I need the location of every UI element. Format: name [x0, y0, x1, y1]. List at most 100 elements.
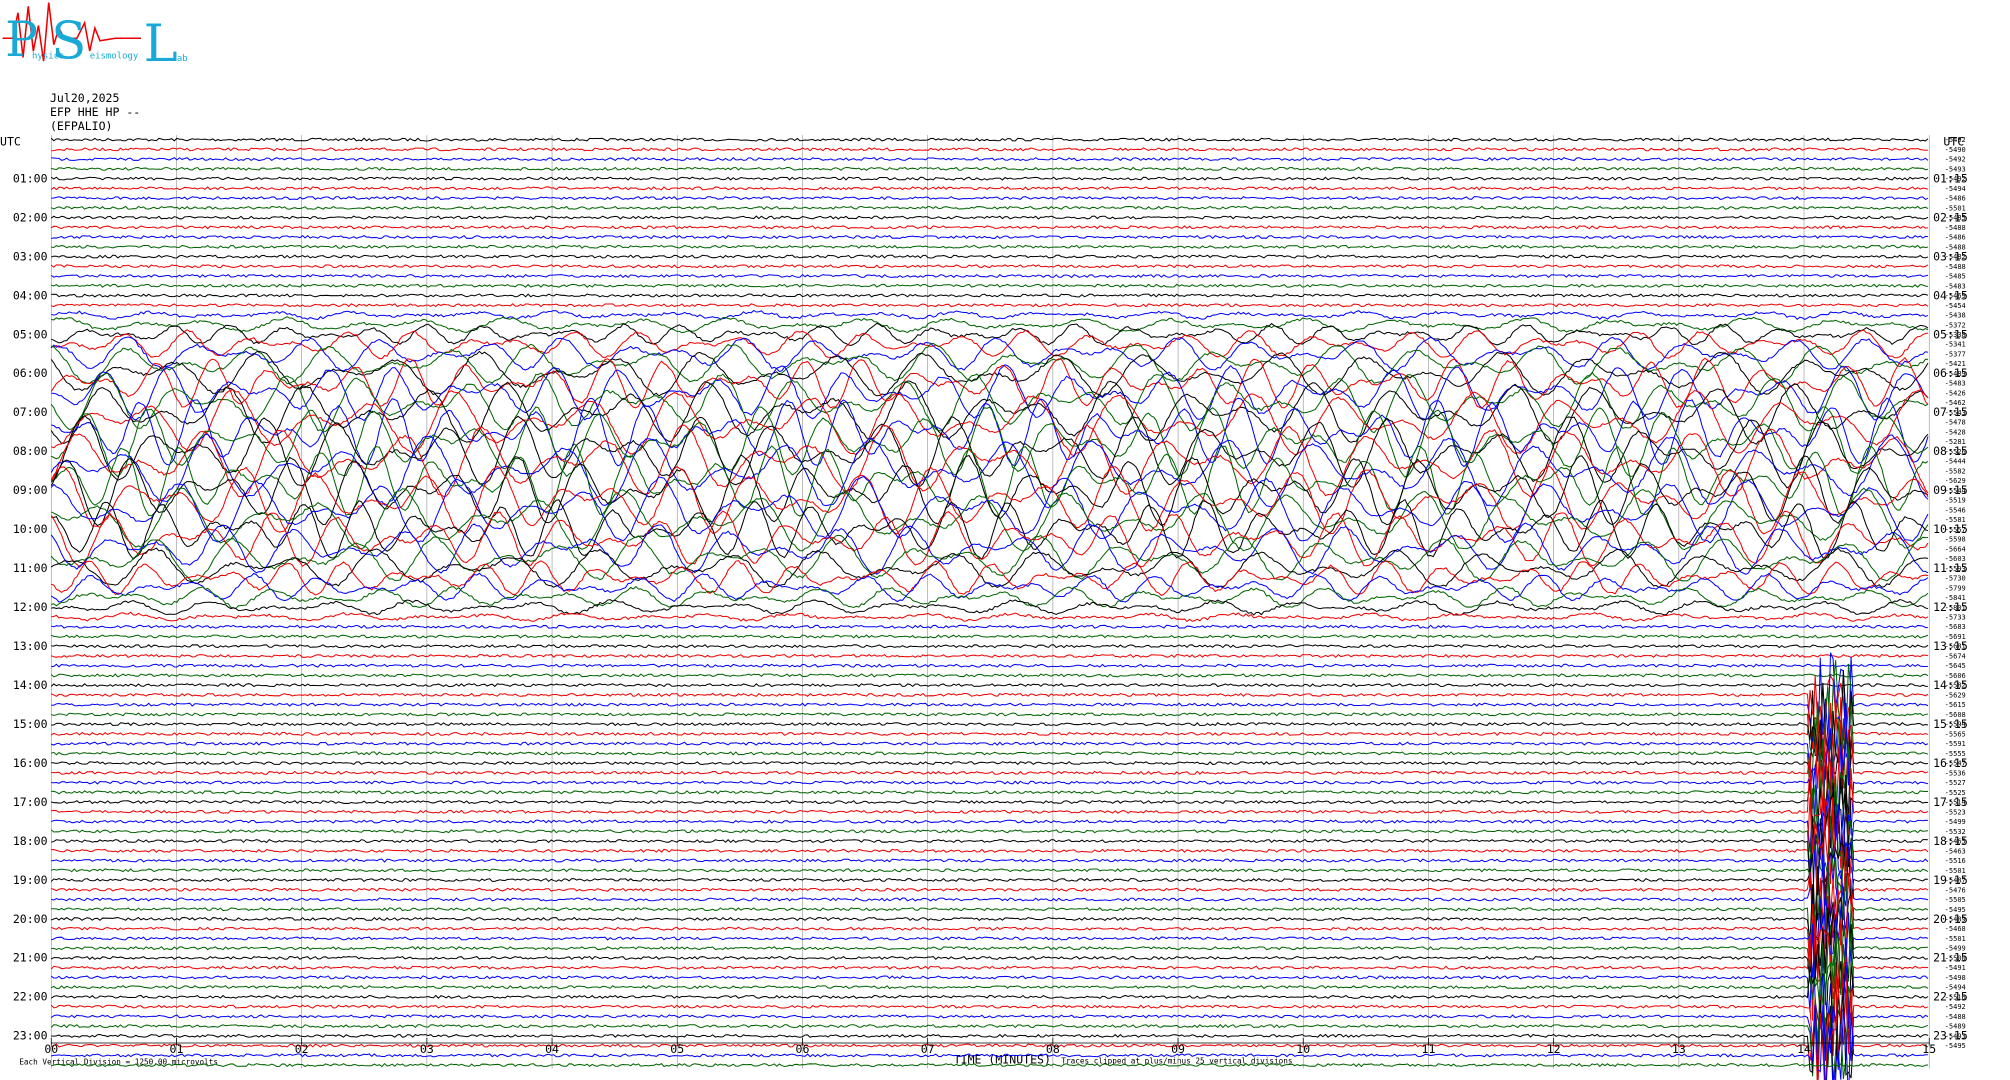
offset-label: -5489	[1945, 915, 1966, 924]
offset-label: -5501	[1945, 934, 1966, 943]
offset-label: -5543	[1945, 408, 1966, 417]
offset-label: -5501	[1945, 203, 1966, 212]
hour-label: 06:00	[13, 366, 48, 380]
offset-label: -5608	[1945, 710, 1966, 719]
trace	[51, 205, 1929, 210]
trace	[50, 380, 1929, 445]
hour-label: 19:15	[1933, 873, 1968, 887]
offset-label: -5493	[1945, 164, 1966, 173]
trace	[51, 764, 1928, 880]
trace	[51, 585, 1929, 609]
x-tick-label: 09	[1171, 1042, 1185, 1056]
trace	[51, 660, 1929, 764]
offset-label: -5492	[1945, 155, 1966, 164]
trace	[51, 166, 1929, 171]
trace	[51, 234, 1929, 240]
trace	[50, 186, 1929, 191]
offset-label: -5468	[1945, 924, 1966, 933]
offset-label: -5536	[1945, 768, 1966, 777]
x-tick-label: 11	[1422, 1042, 1436, 1056]
trace	[51, 865, 1929, 967]
offset-label: -5499	[1945, 817, 1966, 826]
hour-label: 22:15	[1933, 990, 1968, 1004]
trace	[51, 791, 1928, 896]
trace	[51, 1062, 1929, 1068]
trace	[51, 674, 1929, 750]
logo-wave	[2, 2, 142, 62]
offset-label: -5546	[1945, 505, 1966, 514]
offset-label: -5516	[1945, 856, 1966, 865]
trace	[51, 710, 1929, 815]
hour-label: 22:00	[13, 990, 48, 1004]
trace	[51, 670, 1929, 780]
offset-label: -5606	[1945, 671, 1966, 680]
offset-label: -5341	[1945, 340, 1966, 349]
trace	[51, 653, 1929, 659]
trace	[50, 273, 1929, 279]
offset-label: -5691	[1945, 632, 1966, 641]
hour-label: 17:15	[1933, 795, 1968, 809]
hour-label: 05:15	[1933, 327, 1968, 341]
offset-label: -5681	[1945, 642, 1966, 651]
trace	[50, 423, 1929, 498]
offset-label: -5582	[1945, 466, 1966, 475]
hour-label: 11:00	[13, 561, 48, 575]
hour-label: 14:15	[1933, 678, 1968, 692]
offset-label: -5338	[1945, 330, 1966, 339]
x-tick-label: 05	[670, 1042, 684, 1056]
hour-label: 02:15	[1933, 210, 1968, 224]
trace	[50, 371, 1929, 434]
offset-label: -5454	[1945, 301, 1966, 310]
hour-label: 01:00	[13, 171, 48, 185]
x-axis-title: TIME (MINUTES)	[954, 1052, 1051, 1066]
trace	[50, 264, 1929, 269]
offset-label: -5372	[1945, 320, 1966, 329]
offset-label: -5492	[1945, 174, 1966, 183]
trace	[51, 644, 1929, 649]
trace	[51, 303, 1929, 308]
trace	[50, 683, 1928, 688]
offset-label: -5491	[1945, 963, 1966, 972]
offset-label: -5674	[1945, 651, 1966, 660]
utc-label: UTC	[0, 134, 21, 148]
trace	[51, 774, 1928, 852]
trace	[50, 476, 1929, 544]
trace	[51, 815, 1929, 921]
offset-label: -5547	[1945, 759, 1966, 768]
trace	[51, 147, 1928, 152]
trace	[50, 225, 1929, 230]
trace	[51, 283, 1929, 288]
trace	[51, 316, 1929, 334]
trace	[51, 176, 1929, 181]
offset-label: -5841	[1945, 593, 1966, 602]
trace	[50, 534, 1928, 583]
offset-label: -5438	[1945, 311, 1966, 320]
trace	[50, 356, 1929, 410]
hour-label: 20:15	[1933, 912, 1968, 926]
offset-label: -5493	[1945, 1031, 1966, 1040]
hour-label: 17:00	[13, 795, 48, 809]
trace	[51, 244, 1929, 249]
x-tick-label: 13	[1672, 1042, 1686, 1056]
logo-word: eismology	[90, 52, 139, 62]
offset-label: -5499	[1945, 944, 1966, 953]
logo-letter: P	[5, 12, 38, 68]
hour-label: 16:15	[1933, 756, 1968, 770]
offset-label: -5487	[1945, 876, 1966, 885]
offset-label: -5281	[1945, 437, 1966, 446]
logo-word: ab	[177, 54, 188, 64]
trace	[51, 624, 1928, 629]
offset-label: -5799	[1945, 583, 1966, 592]
hour-label: 18:00	[13, 834, 48, 848]
hour-label: 21:00	[13, 951, 48, 965]
trace	[51, 389, 1929, 457]
hour-label: 12:00	[13, 600, 48, 614]
hour-label: 13:15	[1933, 639, 1968, 653]
offset-label: -5489	[1945, 1022, 1966, 1031]
trace	[50, 572, 1929, 603]
trace	[51, 866, 1929, 974]
trace	[51, 989, 1929, 1080]
offset-label: -5519	[1945, 496, 1966, 505]
offset-label: -5645	[1945, 661, 1966, 670]
offset-label: -5486	[1945, 233, 1966, 242]
